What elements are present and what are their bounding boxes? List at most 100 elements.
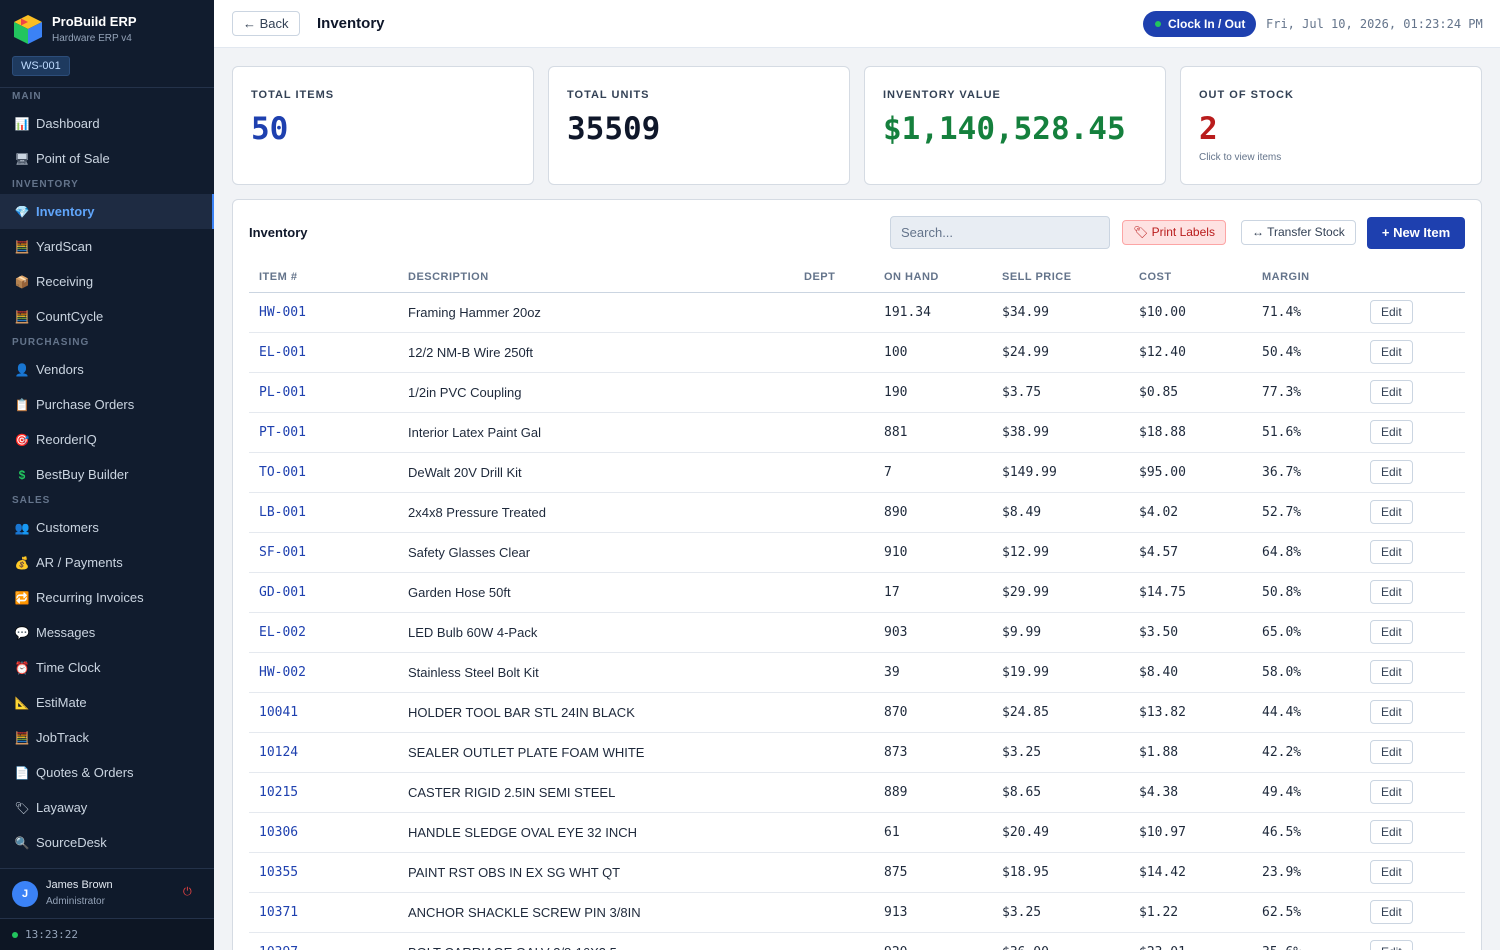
sidebar-item-vendors[interactable]: 👤 Vendors xyxy=(0,352,214,387)
item-number[interactable]: 10397 xyxy=(249,932,398,950)
edit-button[interactable]: Edit xyxy=(1370,460,1413,484)
sidebar-item-estimate[interactable]: 📐 EstiMate xyxy=(0,685,214,720)
edit-button[interactable]: Edit xyxy=(1370,700,1413,724)
cost: $4.02 xyxy=(1129,492,1252,533)
item-number[interactable]: HW-001 xyxy=(249,292,398,333)
cube-logo-icon xyxy=(14,15,42,44)
sidebar-item-label: Purchase Orders xyxy=(36,397,135,412)
sidebar-item-label: Layaway xyxy=(36,800,88,815)
table-row[interactable]: PL-001 1/2in PVC Coupling 190 $3.75 $0.85 77.… xyxy=(249,372,1465,413)
edit-button[interactable]: Edit xyxy=(1370,740,1413,764)
sidebar-item-ar-payments[interactable]: 💰 AR / Payments xyxy=(0,545,214,580)
sidebar-item-customers[interactable]: 👥 Customers xyxy=(0,510,214,545)
sidebar-item-point-of-sale[interactable]: 🖥 Point of Sale xyxy=(0,141,214,176)
cost: $4.57 xyxy=(1129,532,1252,573)
sidebar-item-jobtrack[interactable]: 🧮 JobTrack xyxy=(0,720,214,755)
item-number[interactable]: EL-002 xyxy=(249,612,398,653)
back-button[interactable]: ← Back xyxy=(232,11,300,36)
table-row[interactable]: 10355 PAINT RST OBS IN EX SG WHT QT 875 $18… xyxy=(249,852,1465,893)
table-row[interactable]: HW-002 Stainless Steel Bolt Kit 39 $19.99 $8… xyxy=(249,652,1465,693)
table-row[interactable]: EL-001 12/2 NM-B Wire 250ft 100 $24.99 $12.4… xyxy=(249,332,1465,373)
edit-button[interactable]: Edit xyxy=(1370,820,1413,844)
sidebar-item-label: Receiving xyxy=(36,274,94,289)
sidebar-item-purchase-orders[interactable]: 📋 Purchase Orders xyxy=(0,387,214,422)
app-name: ProBuild ERP xyxy=(52,14,137,29)
edit-button[interactable]: Edit xyxy=(1370,340,1413,364)
sidebar-item-countcycle[interactable]: 🧮 CountCycle xyxy=(0,299,214,334)
sidebar-item-quotes-orders[interactable]: 📄 Quotes & Orders xyxy=(0,755,214,790)
nav-section-inventory: INVENTORY xyxy=(12,179,79,190)
new-item-button[interactable]: + New Item xyxy=(1367,217,1465,249)
sidebar-item-messages[interactable]: 💬 Messages xyxy=(0,615,214,650)
edit-button[interactable]: Edit xyxy=(1370,860,1413,884)
table-row[interactable]: 10306 HANDLE SLEDGE OVAL EYE 32 INCH 61 $20… xyxy=(249,812,1465,853)
table-row[interactable]: TO-001 DeWalt 20V Drill Kit 7 $149.99 $95.00… xyxy=(249,452,1465,493)
table-row[interactable]: 10215 CASTER RIGID 2.5IN SEMI STEEL 889 $8.… xyxy=(249,772,1465,813)
sidebar-item-dashboard[interactable]: 📊 Dashboard xyxy=(0,106,214,141)
search-input[interactable] xyxy=(890,216,1110,249)
clock-in-out-button[interactable]: Clock In / Out xyxy=(1143,11,1256,37)
sidebar-item-recurring-invoices[interactable]: 🔁 Recurring Invoices xyxy=(0,580,214,615)
item-number[interactable]: EL-001 xyxy=(249,332,398,373)
sidebar-item-layaway[interactable]: 🏷 Layaway xyxy=(0,790,214,825)
sidebar-item-label: AR / Payments xyxy=(36,555,123,570)
item-number[interactable]: 10355 xyxy=(249,852,398,893)
table-row[interactable]: PT-001 Interior Latex Paint Gal 881 $38.99 $… xyxy=(249,412,1465,453)
item-number[interactable]: 10041 xyxy=(249,692,398,733)
item-number[interactable]: 10306 xyxy=(249,812,398,853)
table-row[interactable]: 10397BOLT CARRIAGE GALV 3/8-16X3.5 920$36… xyxy=(249,932,1465,950)
edit-button[interactable]: Edit xyxy=(1370,780,1413,804)
sidebar-item-reorderiq[interactable]: 🎯 ReorderIQ xyxy=(0,422,214,457)
table-row[interactable]: GD-001 Garden Hose 50ft 17 $29.99 $14.75 50.8… xyxy=(249,572,1465,613)
edit-button[interactable]: Edit xyxy=(1370,660,1413,684)
table-row[interactable]: 10124 SEALER OUTLET PLATE FOAM WHITE 873 $3… xyxy=(249,732,1465,773)
speech-bubble-icon: 💬 xyxy=(14,625,30,640)
table-row[interactable]: 10041 HOLDER TOOL BAR STL 24IN BLACK 870 $2… xyxy=(249,692,1465,733)
table-row[interactable]: HW-001 Framing Hammer 20oz 191.34 $34.99 $10… xyxy=(249,292,1465,333)
item-number[interactable]: SF-001 xyxy=(249,532,398,573)
item-number[interactable]: 10371 xyxy=(249,892,398,933)
sidebar-item-sourcedesk[interactable]: 🔍 SourceDesk xyxy=(0,825,214,860)
item-number[interactable]: LB-001 xyxy=(249,492,398,533)
sell-price: $9.99 xyxy=(992,612,1129,653)
table-row[interactable]: LB-001 2x4x8 Pressure Treated 890 $8.49 $4.0… xyxy=(249,492,1465,533)
edit-button[interactable]: Edit xyxy=(1370,900,1413,924)
item-dept xyxy=(794,292,874,333)
on-hand: 903 xyxy=(874,612,992,653)
sidebar-item-yardscan[interactable]: 🧮 YardScan xyxy=(0,229,214,264)
edit-button[interactable]: Edit xyxy=(1370,500,1413,524)
item-number[interactable]: 10124 xyxy=(249,732,398,773)
table-row[interactable]: EL-002 LED Bulb 60W 4-Pack 903 $9.99 $3.50 65… xyxy=(249,612,1465,653)
sidebar-item-bestbuy-builder[interactable]: $ BestBuy Builder xyxy=(0,457,214,492)
item-number[interactable]: PL-001 xyxy=(249,372,398,413)
workstation-badge[interactable]: WS-001 xyxy=(12,56,70,76)
edit-button[interactable]: Edit xyxy=(1370,300,1413,324)
table-row[interactable]: SF-001 Safety Glasses Clear 910 $12.99 $4.57… xyxy=(249,532,1465,573)
item-number[interactable]: GD-001 xyxy=(249,572,398,613)
transfer-stock-button[interactable]: ↔ Transfer Stock xyxy=(1241,220,1356,245)
stat-card-total-units: TOTAL UNITS 35509 xyxy=(548,66,850,185)
cost: $12.40 xyxy=(1129,332,1252,373)
edit-button[interactable]: Edit xyxy=(1370,380,1413,404)
print-labels-button[interactable]: 🏷 Print Labels xyxy=(1122,220,1226,245)
item-number[interactable]: PT-001 xyxy=(249,412,398,453)
sidebar-item-inventory[interactable]: 💎 Inventory xyxy=(0,194,214,229)
item-number[interactable]: 10215 xyxy=(249,772,398,813)
inventory-table: ITEM # DESCRIPTION DEPT ON HAND SELL PRICE CO… xyxy=(249,262,1465,950)
table-row[interactable]: 10371 ANCHOR SHACKLE SCREW PIN 3/8IN 913 $3… xyxy=(249,892,1465,933)
sidebar-item-time-clock[interactable]: ⏰ Time Clock xyxy=(0,650,214,685)
edit-button[interactable]: Edit xyxy=(1370,420,1413,444)
edit-button[interactable]: Edit xyxy=(1370,620,1413,644)
stat-card-out-of-stock[interactable]: OUT OF STOCK 2 Click to view items xyxy=(1180,66,1482,185)
power-icon[interactable]: ⏻ xyxy=(183,886,192,898)
item-number[interactable]: TO-001 xyxy=(249,452,398,493)
edit-button[interactable]: Edit xyxy=(1370,540,1413,564)
edit-button[interactable]: Edit xyxy=(1370,580,1413,604)
sidebar-item-receiving[interactable]: 📦 Receiving xyxy=(0,264,214,299)
column-header-sell-price: SELL PRICE xyxy=(992,262,1129,293)
item-number[interactable]: HW-002 xyxy=(249,652,398,693)
edit-button[interactable]: Edit xyxy=(1370,940,1413,950)
on-hand: 910 xyxy=(874,532,992,573)
margin: 62.5% xyxy=(1252,892,1360,933)
user-panel[interactable]: J James Brown Administrator ⏻ xyxy=(0,868,214,918)
